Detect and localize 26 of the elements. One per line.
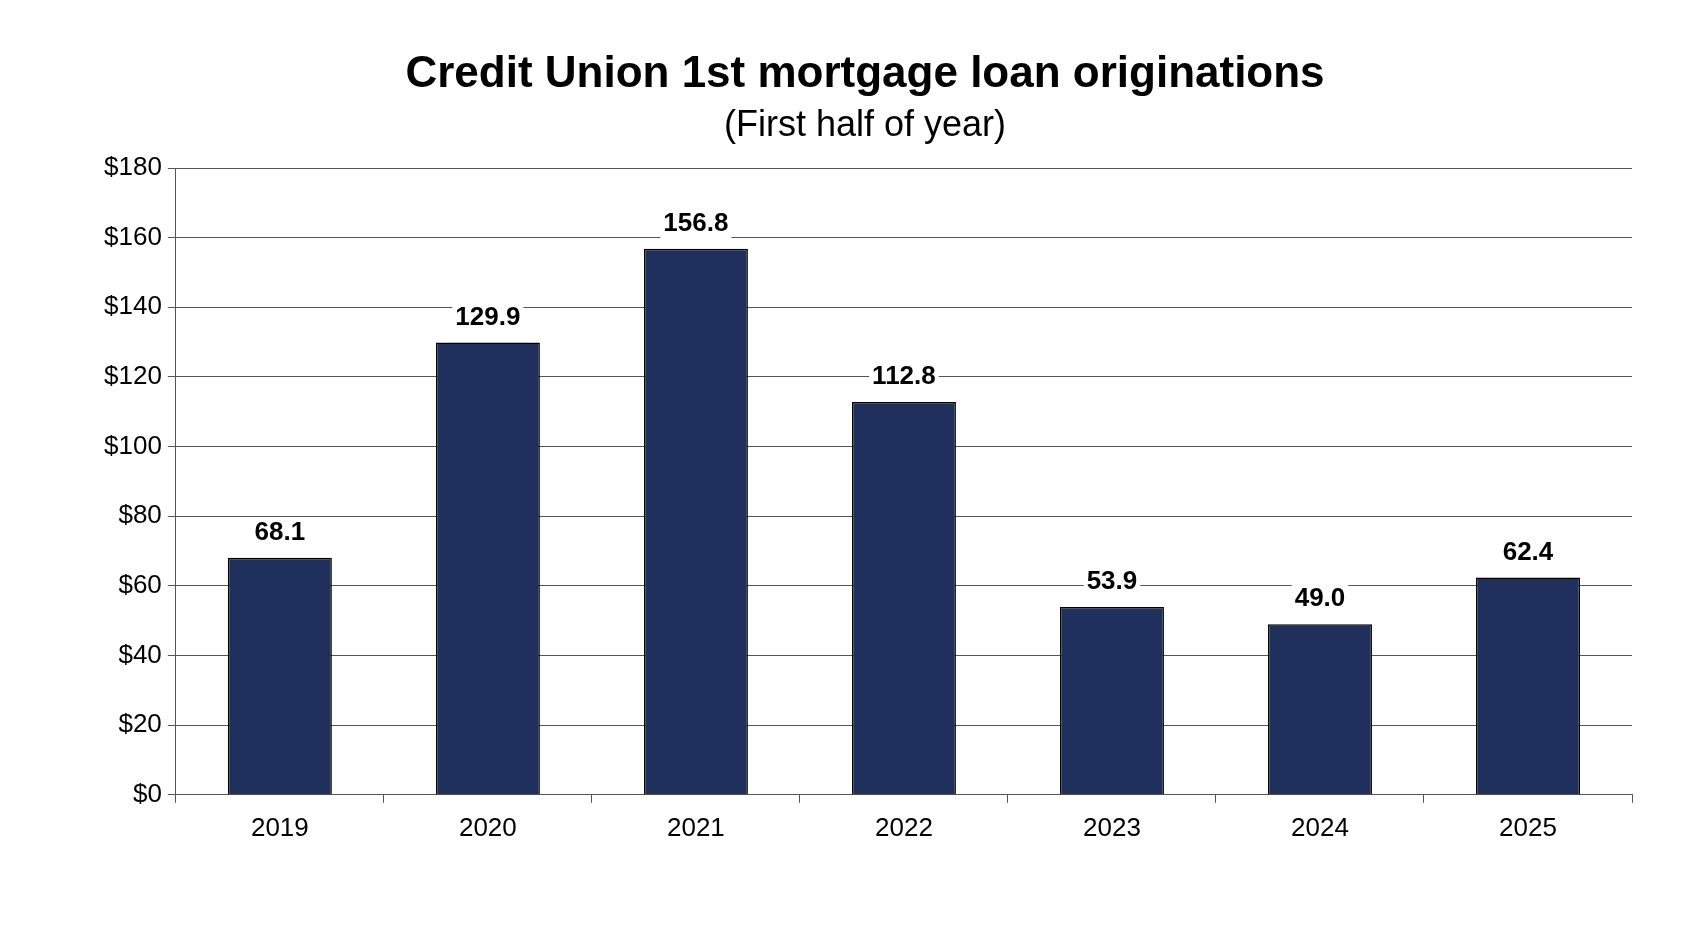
y-tick-label: $60 — [118, 569, 162, 600]
y-tick-label: $20 — [118, 708, 162, 739]
data-label: 49.0 — [1294, 582, 1346, 613]
chart-title: Credit Union 1st mortgage loan originations — [405, 46, 1325, 96]
data-label: 112.8 — [872, 360, 936, 391]
x-tick-label: 2025 — [1499, 811, 1557, 842]
data-label: 156.8 — [663, 206, 729, 237]
chart-subtitle: (First half of year) — [723, 103, 1007, 145]
x-tick-label: 2021 — [666, 811, 725, 842]
y-tick-label: $160 — [104, 220, 162, 251]
y-tick-label: $180 — [104, 151, 162, 182]
data-label: 53.9 — [1086, 565, 1138, 596]
x-tick-label: 2019 — [250, 811, 309, 842]
y-tick-label: $80 — [118, 499, 162, 530]
data-label: 68.1 — [254, 515, 306, 546]
y-tick-label: $140 — [104, 290, 162, 321]
data-label: 129.9 — [455, 300, 521, 331]
x-tick-label: 2024 — [1291, 811, 1349, 842]
x-tick-label: 2020 — [458, 811, 517, 842]
x-tick-label: 2023 — [1083, 811, 1141, 842]
y-tick-label: $100 — [104, 429, 162, 460]
y-tick-label: $0 — [132, 777, 162, 808]
y-tick-label: $120 — [104, 360, 162, 391]
y-tick-label: $40 — [118, 638, 162, 669]
data-label: 62.4 — [1502, 535, 1554, 566]
x-tick-label: 2022 — [875, 811, 933, 842]
